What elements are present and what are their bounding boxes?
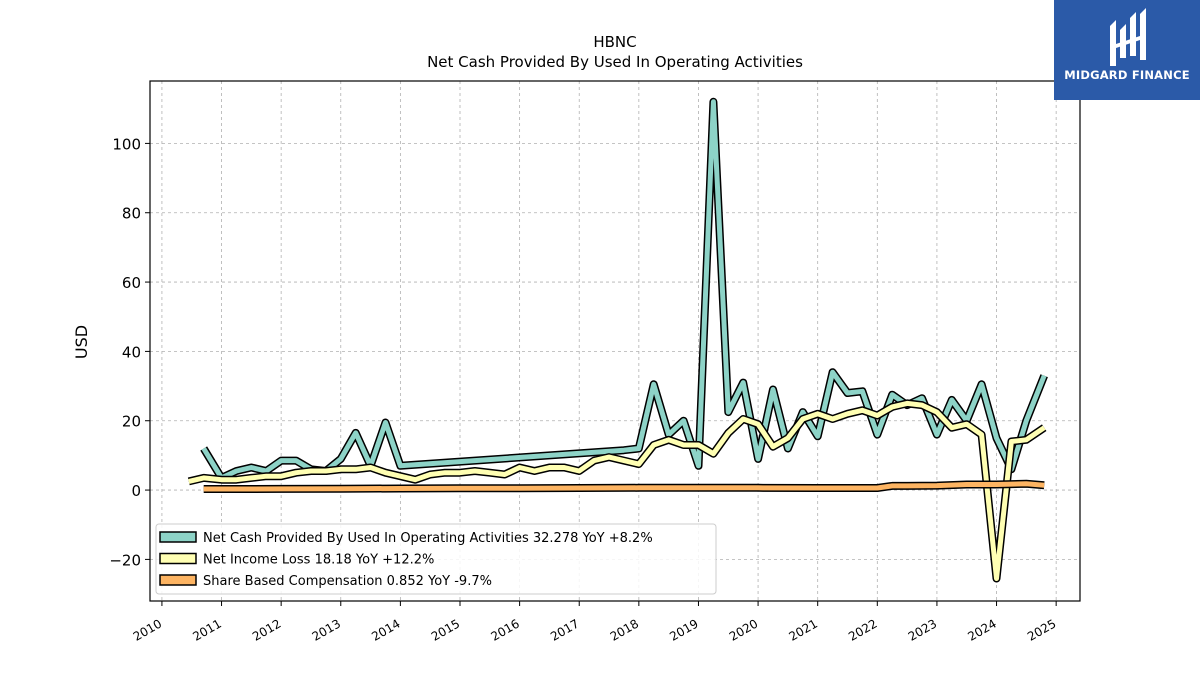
x-tick-label: 2018 (608, 616, 641, 643)
x-tick-label: 2022 (846, 616, 879, 643)
y-tick-label: 100 (112, 135, 141, 153)
y-tick-label: 80 (122, 205, 141, 223)
x-tick-label: 2014 (369, 616, 402, 643)
chart-title: HBNC (593, 33, 636, 51)
x-tick-label: 2019 (667, 616, 700, 643)
x-tick-label: 2013 (310, 616, 343, 643)
x-tick-label: 2016 (488, 616, 521, 643)
y-tick-label: −20 (109, 551, 141, 569)
legend-label: Net Income Loss 18.18 YoY +12.2% (203, 553, 434, 568)
brand-name: MIDGARD FINANCE (1064, 68, 1190, 82)
series-net-cash-provided-by-used-in-operating-activities (200, 97, 1048, 482)
plot-frame (149, 80, 1081, 602)
x-tick-label: 2021 (787, 616, 820, 643)
x-tick-label: 2017 (548, 616, 581, 643)
x-tick-label: 2024 (965, 616, 998, 643)
y-tick-label: 20 (122, 413, 141, 431)
legend-swatch (159, 574, 197, 586)
x-tick-label: 2025 (1025, 616, 1058, 643)
legend-swatch (159, 531, 197, 543)
x-tick-label: 2023 (906, 616, 939, 643)
legend-swatch (159, 552, 197, 565)
brand-logo: MIDGARD FINANCE (1054, 0, 1200, 100)
y-tick-label: 0 (131, 482, 141, 500)
series-share-based-compensation (203, 479, 1045, 493)
chart-subtitle: Net Cash Provided By Used In Operating A… (427, 53, 803, 71)
x-tick-label: 2011 (190, 616, 223, 643)
legend: Net Cash Provided By Used In Operating A… (155, 523, 717, 595)
y-tick-label: 60 (122, 274, 141, 292)
legend-box (155, 523, 717, 595)
series-outline (200, 97, 1048, 482)
midgard-logo-icon (1110, 8, 1146, 66)
x-tick-label: 2020 (727, 616, 760, 643)
series-line (188, 400, 1046, 581)
series-line (201, 99, 1047, 481)
grid (150, 81, 1080, 601)
series-line (203, 481, 1045, 492)
legend-label: Net Cash Provided By Used In Operating A… (203, 531, 653, 546)
y-axis-label: USD (72, 325, 91, 359)
series-layer (187, 97, 1048, 583)
x-tick-label: 2015 (429, 616, 462, 643)
x-tick-label: 2012 (250, 616, 283, 643)
x-tick-label: 2010 (131, 616, 164, 643)
legend-label: Share Based Compensation 0.852 YoY -9.7% (203, 574, 492, 589)
y-tick-label: 40 (122, 343, 141, 361)
series-net-income-loss (187, 399, 1047, 583)
